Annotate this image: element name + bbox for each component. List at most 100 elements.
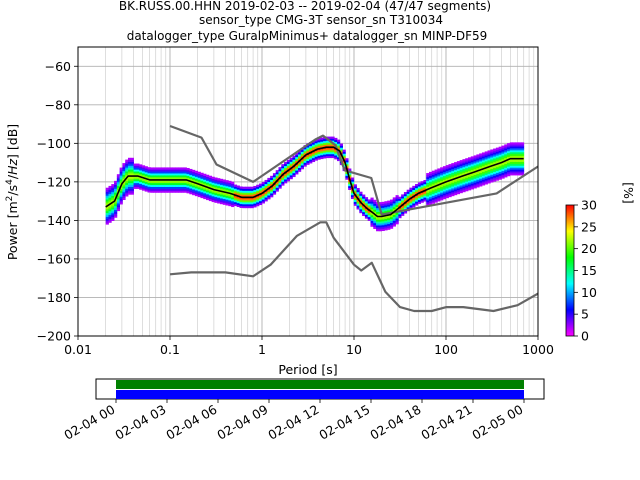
pdf-cell — [136, 186, 140, 189]
pdf-cell — [281, 175, 285, 178]
pdf-cell — [465, 162, 469, 165]
pdf-cell — [401, 194, 405, 197]
pdf-cell — [445, 188, 449, 191]
pdf-cell — [378, 219, 383, 222]
pdf-cell — [454, 164, 458, 167]
pdf-cell — [186, 181, 190, 184]
pdf-cell — [167, 182, 171, 186]
pdf-cell — [431, 176, 435, 179]
pdf-cell — [512, 165, 516, 168]
pdf-cell — [306, 147, 310, 150]
pdf-cell — [442, 191, 447, 194]
pdf-cell — [434, 169, 438, 172]
pdf-cell — [314, 146, 318, 150]
pdf-cell — [323, 156, 327, 159]
pdf-cell — [167, 173, 171, 176]
pdf-cell — [245, 192, 249, 195]
pdf-cell — [164, 180, 168, 184]
pdf-cell — [175, 190, 179, 193]
pdf-cell — [105, 222, 109, 225]
pdf-cell — [518, 173, 522, 176]
pdf-cell — [208, 195, 213, 198]
pdf-cell — [192, 173, 196, 176]
pdf-cell — [203, 193, 207, 196]
pdf-cell — [487, 175, 491, 178]
pdf-cell — [493, 169, 497, 172]
pdf-cell — [470, 158, 474, 161]
pdf-cell — [214, 181, 218, 184]
pdf-cell — [376, 225, 380, 228]
pdf-cell — [345, 162, 349, 165]
pdf-cell — [470, 185, 474, 188]
pdf-cell — [395, 212, 399, 215]
pdf-cell — [183, 184, 187, 187]
pdf-cell — [178, 175, 182, 178]
pdf-cell — [348, 168, 352, 171]
pdf-cell — [362, 196, 366, 199]
pdf-cell — [498, 154, 502, 157]
pdf-cell — [203, 175, 207, 178]
pdf-cell — [175, 167, 179, 170]
pdf-cell — [320, 137, 324, 140]
pdf-cell — [398, 214, 402, 217]
pdf-cell — [217, 199, 221, 202]
pdf-cell — [320, 151, 324, 154]
pdf-cell — [468, 168, 472, 172]
pdf-cell — [428, 198, 433, 202]
pdf-cell — [286, 163, 291, 166]
pdf-cell — [520, 150, 525, 153]
pdf-cell — [108, 197, 112, 200]
pdf-cell — [323, 154, 327, 157]
pdf-cell — [448, 181, 452, 184]
pdf-cell — [342, 153, 346, 156]
pdf-cell — [180, 184, 185, 187]
pdf-cell — [114, 186, 118, 189]
pdf-cell — [331, 148, 335, 151]
pdf-cell — [509, 161, 514, 164]
pdf-cell — [125, 184, 129, 187]
pdf-cell — [428, 177, 433, 180]
pdf-cell — [189, 184, 193, 187]
pdf-cell — [445, 184, 449, 187]
pdf-cell — [462, 166, 466, 170]
pdf-cell — [356, 207, 360, 210]
pdf-cell — [428, 196, 433, 200]
pdf-cell — [495, 172, 500, 175]
pdf-cell — [440, 167, 444, 170]
pdf-cell — [509, 146, 514, 149]
pdf-cell — [389, 214, 394, 218]
pdf-cell — [437, 181, 441, 185]
pdf-cell — [267, 195, 271, 198]
pdf-cell — [297, 167, 302, 170]
pdf-cell — [445, 174, 449, 177]
pdf-cell — [116, 187, 121, 190]
pdf-cell — [389, 220, 394, 223]
pdf-cell — [384, 220, 388, 223]
pdf-cell — [108, 199, 112, 202]
pdf-cell — [323, 150, 327, 153]
pdf-cell — [233, 198, 238, 201]
pdf-cell — [350, 191, 355, 194]
pdf-cell — [292, 174, 296, 178]
pdf-cell — [451, 166, 455, 170]
pdf-cell — [484, 180, 488, 183]
pdf-cell — [459, 179, 463, 182]
pdf-cell — [225, 199, 229, 202]
pdf-cell — [401, 207, 405, 211]
pdf-cell — [501, 176, 505, 179]
pdf-cell — [520, 163, 525, 166]
pdf-cell — [242, 188, 246, 191]
pdf-cell — [261, 201, 265, 204]
pdf-cell — [231, 200, 235, 204]
pdf-cell — [378, 204, 383, 207]
pdf-cell — [442, 173, 447, 177]
pdf-cell — [423, 195, 427, 198]
pdf-cell — [297, 152, 302, 155]
colorbar-gradient — [565, 204, 575, 337]
pdf-cell — [180, 177, 185, 180]
pdf-cell — [520, 153, 525, 157]
pdf-cell — [468, 159, 472, 162]
pdf-cell — [412, 193, 416, 196]
high-noise-model-line — [169, 124, 538, 216]
pdf-cell — [116, 183, 121, 187]
